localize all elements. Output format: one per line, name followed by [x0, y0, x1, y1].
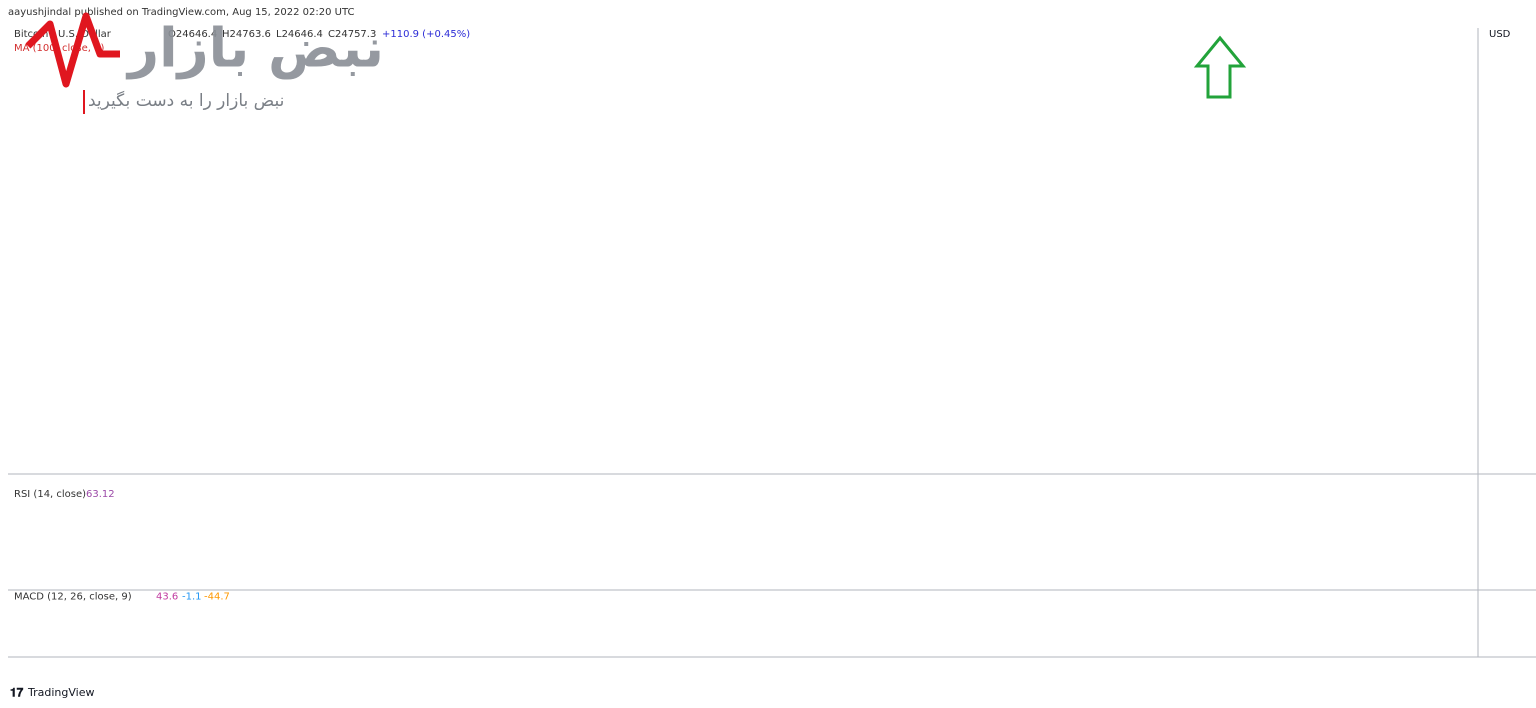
rsi-value: 63.12: [86, 489, 115, 500]
rsi-title: RSI (14, close): [14, 489, 86, 500]
macd-title: MACD (12, 26, close, 9): [14, 592, 132, 603]
macd-hist-value: 43.6: [156, 592, 178, 603]
publisher: aayushjindal published on TradingView.co…: [8, 7, 354, 18]
watermark: نبض بازار نبض بازار را به دست بگیرید: [25, 12, 384, 114]
ohlc-low: L24646.4: [276, 29, 323, 40]
symbol: Bitcoin / U.S. Dollar: [14, 29, 112, 40]
logo-pulse: [25, 12, 120, 88]
change: +110.9 (+0.45%): [382, 29, 470, 40]
currency-label: USD: [1489, 29, 1511, 40]
ohlc-open: O24646.4: [168, 29, 217, 40]
tagline: نبض بازار را به دست بگیرید: [88, 90, 284, 111]
logo-text: نبض بازار: [125, 17, 384, 81]
ohlc-high: H24763.6: [222, 29, 271, 40]
up-arrow: [1193, 35, 1247, 99]
footer-mark: 𝟏𝟕: [10, 686, 24, 700]
ohlc-close: C24757.3: [328, 29, 376, 40]
macd-signal-value: -44.7: [204, 592, 230, 603]
macd-value: -1.1: [182, 592, 202, 603]
footer-brand: TradingView: [27, 686, 94, 699]
